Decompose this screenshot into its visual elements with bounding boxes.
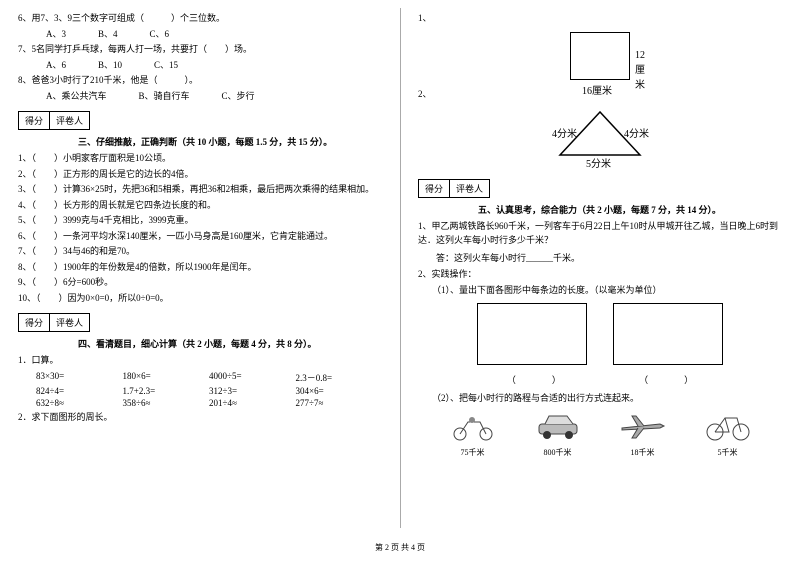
calc-grid: 83×30=180×6=4000÷5=2.3－0.8= 824÷4=1.7+2.… [18,370,382,409]
j8: 8、（ ）1900年的年份数是4的倍数，所以1900年是闰年。 [18,261,382,275]
measure-box-1 [477,303,587,365]
r-q2-2: （2）、把每小时行的路程与合适的出行方式连起来。 [418,392,782,406]
q6: 6、用7、3、9三个数字可组成（ ）个三位数。 [18,12,382,26]
left-column: 6、用7、3、9三个数字可组成（ ）个三位数。 A、3B、4C、6 7、5名同学… [0,0,400,540]
r-q2-1: （1）、量出下面各图形中每条边的长度。（以毫米为单位） [418,284,782,298]
section-3-title: 三、仔细推敲，正确判断（共 10 小题，每题 1.5 分，共 15 分）。 [78,135,382,148]
paren-row: （ ） （ ） [418,373,782,386]
rectangle-figure: 12厘米 16厘米 [418,32,782,82]
travel-row: 75千米 800千米 18千米 5千米 [430,410,770,458]
j10: 10、（ ）因为0×0=0，所以0÷0=0。 [18,292,382,306]
q7-opts: A、6B、10C、15 [18,59,382,73]
j5: 5、（ ）3999克与4千克相比，3999克重。 [18,214,382,228]
q8: 8、爸爸3小时行了210千米，他是（ ）。 [18,74,382,88]
calc-title: 1．口算。 [18,354,382,368]
q8-opts: A、乘公共汽车B、骑自行车C、步行 [18,90,382,104]
travel-bike: 5千米 [703,410,753,458]
column-divider [400,8,401,528]
j1: 1、（ ）小明家客厅面积是10公顷。 [18,152,382,166]
travel-motor: 75千米 [448,410,498,458]
j4: 4、（ ）长方形的周长就是它四条边长度的和。 [18,199,382,213]
scorebox-3: 得分评卷人 [18,111,90,130]
rect-shape [570,32,630,80]
r-q2: 2、实践操作： [418,268,782,282]
bicycle-icon [703,410,753,442]
r-ans: 答：这列火车每小时行______千米。 [436,251,782,264]
triangle-figure: 4分米 4分米 5分米 [418,107,782,167]
q6-opts: A、3B、4C、6 [18,28,382,42]
j3: 3、（ ）计算36×25时，先把36和5相乘，再把36和2相乘，最后把两次乘得的… [18,183,382,197]
j2: 2、（ ）正方形的周长是它的边长的4倍。 [18,168,382,182]
j9: 9、（ ）6分=600秒。 [18,276,382,290]
calc-q2: 2．求下面图形的周长。 [18,411,382,425]
r-q1: 1、甲乙两城铁路长960千米，一列客车于6月22日上午10时从甲城开往乙城，当日… [418,220,782,247]
section-4-title: 四、看清题目，细心计算（共 2 小题，每题 4 分，共 8 分）。 [78,337,382,350]
j7: 7、（ ）34与46的和是70。 [18,245,382,259]
plane-icon [618,410,668,442]
travel-plane: 18千米 [618,410,668,458]
q7: 7、5名同学打乒乓球，每两人打一场，共要打（ ）场。 [18,43,382,57]
travel-car: 800千米 [533,410,583,458]
section-5-title: 五、认真思考，综合能力（共 2 小题，每题 7 分，共 14 分）。 [478,203,782,216]
car-icon [533,410,583,442]
measure-row [418,303,782,367]
scorebox-4: 得分评卷人 [18,313,90,332]
scorebox-5: 得分评卷人 [418,179,490,198]
page-footer: 第 2 页 共 4 页 [0,542,800,553]
fig1-label: 1、 [418,12,782,26]
right-column: 1、 12厘米 16厘米 2、 4分米 4分米 5分米 得分评卷人 五、认真思考… [400,0,800,540]
j6: 6、（ ）一条河平均水深140厘米，一匹小马身高是160厘米，它肯定能通过。 [18,230,382,244]
measure-box-2 [613,303,723,365]
motorcycle-icon [448,410,498,442]
